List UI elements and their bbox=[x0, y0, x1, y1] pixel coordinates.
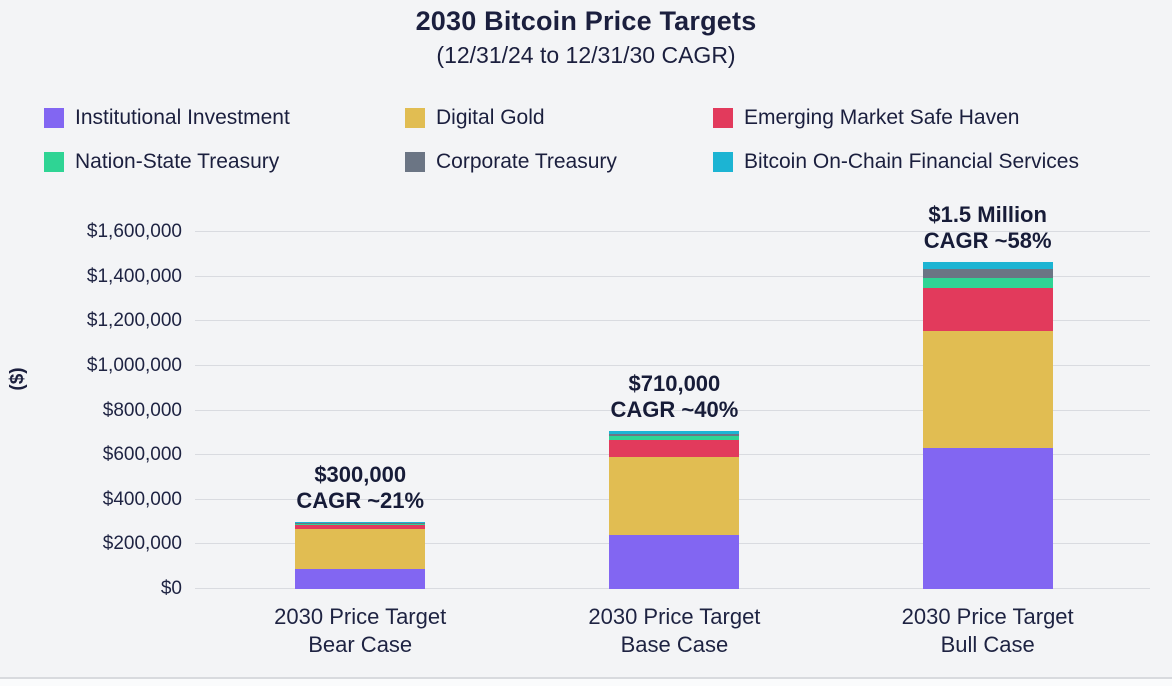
stacked-bar bbox=[922, 232, 1053, 589]
bar-segment-corporate-treasury bbox=[295, 523, 426, 524]
bar-segment-bitcoin-on-chain-financial-services bbox=[295, 522, 426, 524]
gridline bbox=[195, 364, 1150, 366]
y-tick-label: $200,000 bbox=[102, 533, 182, 555]
bar-segment-digital-gold bbox=[609, 457, 740, 536]
chart-title: 2030 Bitcoin Price Targets bbox=[415, 6, 757, 36]
bar-segment-emerging-market-safe-haven bbox=[609, 439, 740, 458]
bar-total-annotation: $710,000 CAGR ~40% bbox=[534, 371, 814, 423]
legend-swatch-icon bbox=[405, 108, 425, 128]
legend-swatch-icon bbox=[44, 108, 64, 128]
bar-total-annotation: $300,000 CAGR ~21% bbox=[220, 462, 500, 514]
bar-segment-institutional-investment bbox=[922, 448, 1053, 589]
gridline bbox=[195, 231, 1150, 232]
legend-label: Nation-State Treasury bbox=[75, 150, 280, 173]
cagr-label: CAGR ~21% bbox=[296, 488, 425, 514]
legend-item: Corporate Treasury bbox=[405, 150, 713, 174]
bar-segment-institutional-investment bbox=[295, 568, 426, 589]
legend-item: Nation-State Treasury bbox=[44, 150, 405, 174]
legend-swatch-icon bbox=[713, 152, 733, 172]
bar-total-annotation: $1.5 Million CAGR ~58% bbox=[848, 202, 1128, 254]
legend-swatch-icon bbox=[405, 152, 425, 172]
bar-bull-case: $1.5 Million CAGR ~58% bbox=[922, 202, 1053, 589]
cagr-label: CAGR ~58% bbox=[923, 228, 1052, 254]
legend-label: Institutional Investment bbox=[75, 106, 290, 129]
bar-segment-nation-state-treasury bbox=[922, 277, 1053, 288]
x-axis-label: 2030 Price Target Base Case bbox=[504, 603, 844, 659]
bar-segment-nation-state-treasury bbox=[295, 523, 426, 525]
cagr-label: CAGR ~40% bbox=[610, 396, 739, 422]
y-tick-label: $0 bbox=[160, 578, 182, 599]
x-axis-label-line: 2030 Price Target bbox=[901, 604, 1074, 629]
bar-segment-nation-state-treasury bbox=[609, 436, 740, 440]
bar-segment-bitcoin-on-chain-financial-services bbox=[922, 262, 1053, 269]
legend: Institutional Investment Digital Gold Emer… bbox=[44, 106, 1156, 174]
legend-item: Emerging Market Safe Haven bbox=[713, 106, 1156, 130]
y-tick-label: $400,000 bbox=[102, 488, 182, 510]
x-axis-label-line: Bull Case bbox=[940, 632, 1035, 657]
y-tick-label: $1,600,000 bbox=[86, 221, 182, 242]
price-target-label: $300,000 bbox=[314, 462, 407, 488]
gridline bbox=[195, 409, 1150, 411]
x-axis-label-line: 2030 Price Target bbox=[588, 604, 761, 629]
y-tick-label: $600,000 bbox=[102, 444, 182, 466]
y-tick-label: $1,000,000 bbox=[86, 354, 182, 376]
bar-segment-digital-gold bbox=[295, 528, 426, 569]
bar-segment-digital-gold bbox=[922, 331, 1053, 449]
price-target-label: $710,000 bbox=[628, 370, 721, 396]
chart-subtitle: (12/31/24 to 12/31/30 CAGR) bbox=[436, 42, 736, 68]
bottom-strip bbox=[0, 679, 1172, 686]
gridline bbox=[195, 275, 1150, 277]
legend-item: Digital Gold bbox=[405, 106, 713, 130]
x-axis-label-line: Bear Case bbox=[308, 632, 413, 657]
stacked-bar bbox=[609, 232, 740, 589]
bar-segment-corporate-treasury bbox=[609, 433, 740, 437]
legend-label: Digital Gold bbox=[436, 106, 545, 129]
legend-label: Bitcoin On-Chain Financial Services bbox=[744, 150, 1079, 173]
stacked-bar bbox=[295, 232, 426, 589]
bar-segment-corporate-treasury bbox=[922, 268, 1053, 278]
legend-swatch-icon bbox=[713, 108, 733, 128]
x-axis-label: 2030 Price Target Bear Case bbox=[190, 603, 530, 659]
legend-item: Institutional Investment bbox=[44, 106, 405, 130]
bar-segment-bitcoin-on-chain-financial-services bbox=[609, 430, 740, 434]
x-axis-label-line: 2030 Price Target bbox=[274, 604, 447, 629]
y-tick-label: $1,400,000 bbox=[86, 265, 182, 287]
x-axis-label: 2030 Price Target Bull Case bbox=[818, 603, 1158, 659]
price-target-label: $1.5 Million bbox=[928, 202, 1047, 228]
y-tick-label: $800,000 bbox=[102, 399, 182, 421]
y-tick-label: $1,200,000 bbox=[86, 310, 182, 332]
bar-segment-institutional-investment bbox=[609, 535, 740, 589]
bottom-divider bbox=[0, 677, 1172, 679]
y-axis-title: ($) bbox=[7, 367, 28, 391]
plot-area: $0 $200,000 $400,000 $600,000 $800,000 $1,000… bbox=[87, 202, 1150, 657]
bar-bear-case: $300,000 CAGR ~21% bbox=[295, 232, 426, 589]
gridline bbox=[195, 320, 1150, 322]
bar-segment-emerging-market-safe-haven bbox=[295, 524, 426, 529]
legend-swatch-icon bbox=[44, 152, 64, 172]
bar-segment-emerging-market-safe-haven bbox=[922, 287, 1053, 332]
bar-base-case: $710,000 CAGR ~40% bbox=[609, 232, 740, 589]
legend-label: Emerging Market Safe Haven bbox=[744, 106, 1020, 129]
legend-item: Bitcoin On-Chain Financial Services bbox=[713, 150, 1156, 174]
legend-label: Corporate Treasury bbox=[436, 150, 617, 173]
x-axis-label-line: Base Case bbox=[620, 632, 729, 657]
